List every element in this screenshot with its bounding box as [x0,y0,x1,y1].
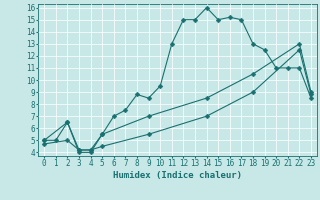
X-axis label: Humidex (Indice chaleur): Humidex (Indice chaleur) [113,171,242,180]
